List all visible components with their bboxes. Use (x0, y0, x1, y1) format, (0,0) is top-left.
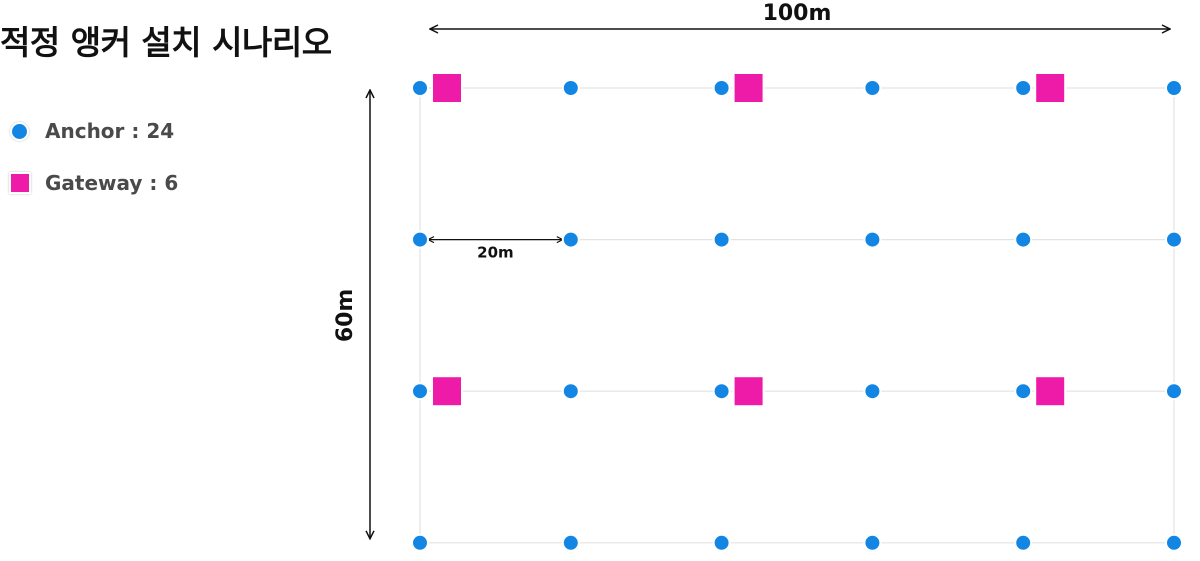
grid-lines (419, 87, 1175, 544)
legend-item-anchor: Anchor : 24 (9, 117, 178, 145)
anchor-marker (863, 79, 882, 97)
gateway-marker (431, 375, 463, 408)
anchor-marker (411, 382, 429, 401)
gateways (431, 72, 1067, 408)
legend-item-gateway: Gateway : 6 (9, 169, 178, 197)
anchor-marker (1014, 79, 1033, 97)
anchor-marker (712, 533, 731, 552)
gateway-marker (1034, 72, 1067, 104)
anchor-marker (561, 230, 580, 249)
anchor-marker (863, 533, 882, 552)
dimension-annotations: 100m 60m 20m (333, 1, 1170, 539)
anchor-marker (863, 382, 882, 401)
page-title: 적정 앵커 설치 시나리오 (0, 23, 332, 62)
anchor-marker (1014, 230, 1033, 249)
anchors (411, 79, 1183, 552)
anchor-marker (712, 230, 731, 249)
gateway-icon (9, 172, 31, 194)
legend: Anchor : 24 Gateway : 6 (9, 117, 178, 221)
anchor-marker (561, 382, 580, 401)
anchor-marker (561, 79, 580, 97)
gateway-marker (1034, 375, 1067, 408)
anchor-marker (1165, 230, 1183, 249)
anchor-marker (411, 79, 429, 97)
anchor-marker (1165, 533, 1183, 552)
gateway-marker (431, 72, 463, 104)
anchor-marker (712, 79, 731, 97)
anchor-marker (561, 533, 580, 552)
anchor-marker (1165, 79, 1183, 97)
anchor-marker (1165, 382, 1183, 401)
gateway-marker (732, 72, 765, 104)
legend-gateway-label: Gateway : 6 (45, 171, 179, 195)
width-dimension-label: 100m (763, 1, 832, 26)
anchor-marker (863, 230, 882, 249)
gateway-marker (732, 375, 765, 408)
spacing-dimension-label: 20m (477, 244, 514, 262)
height-dimension-label: 60m (333, 289, 358, 343)
anchor-marker (1014, 382, 1033, 401)
anchor-marker (411, 533, 429, 552)
anchor-marker (411, 230, 429, 249)
legend-anchor-label: Anchor : 24 (45, 119, 175, 143)
anchor-marker (1014, 533, 1033, 552)
anchor-icon (10, 121, 29, 141)
anchor-marker (712, 382, 731, 401)
